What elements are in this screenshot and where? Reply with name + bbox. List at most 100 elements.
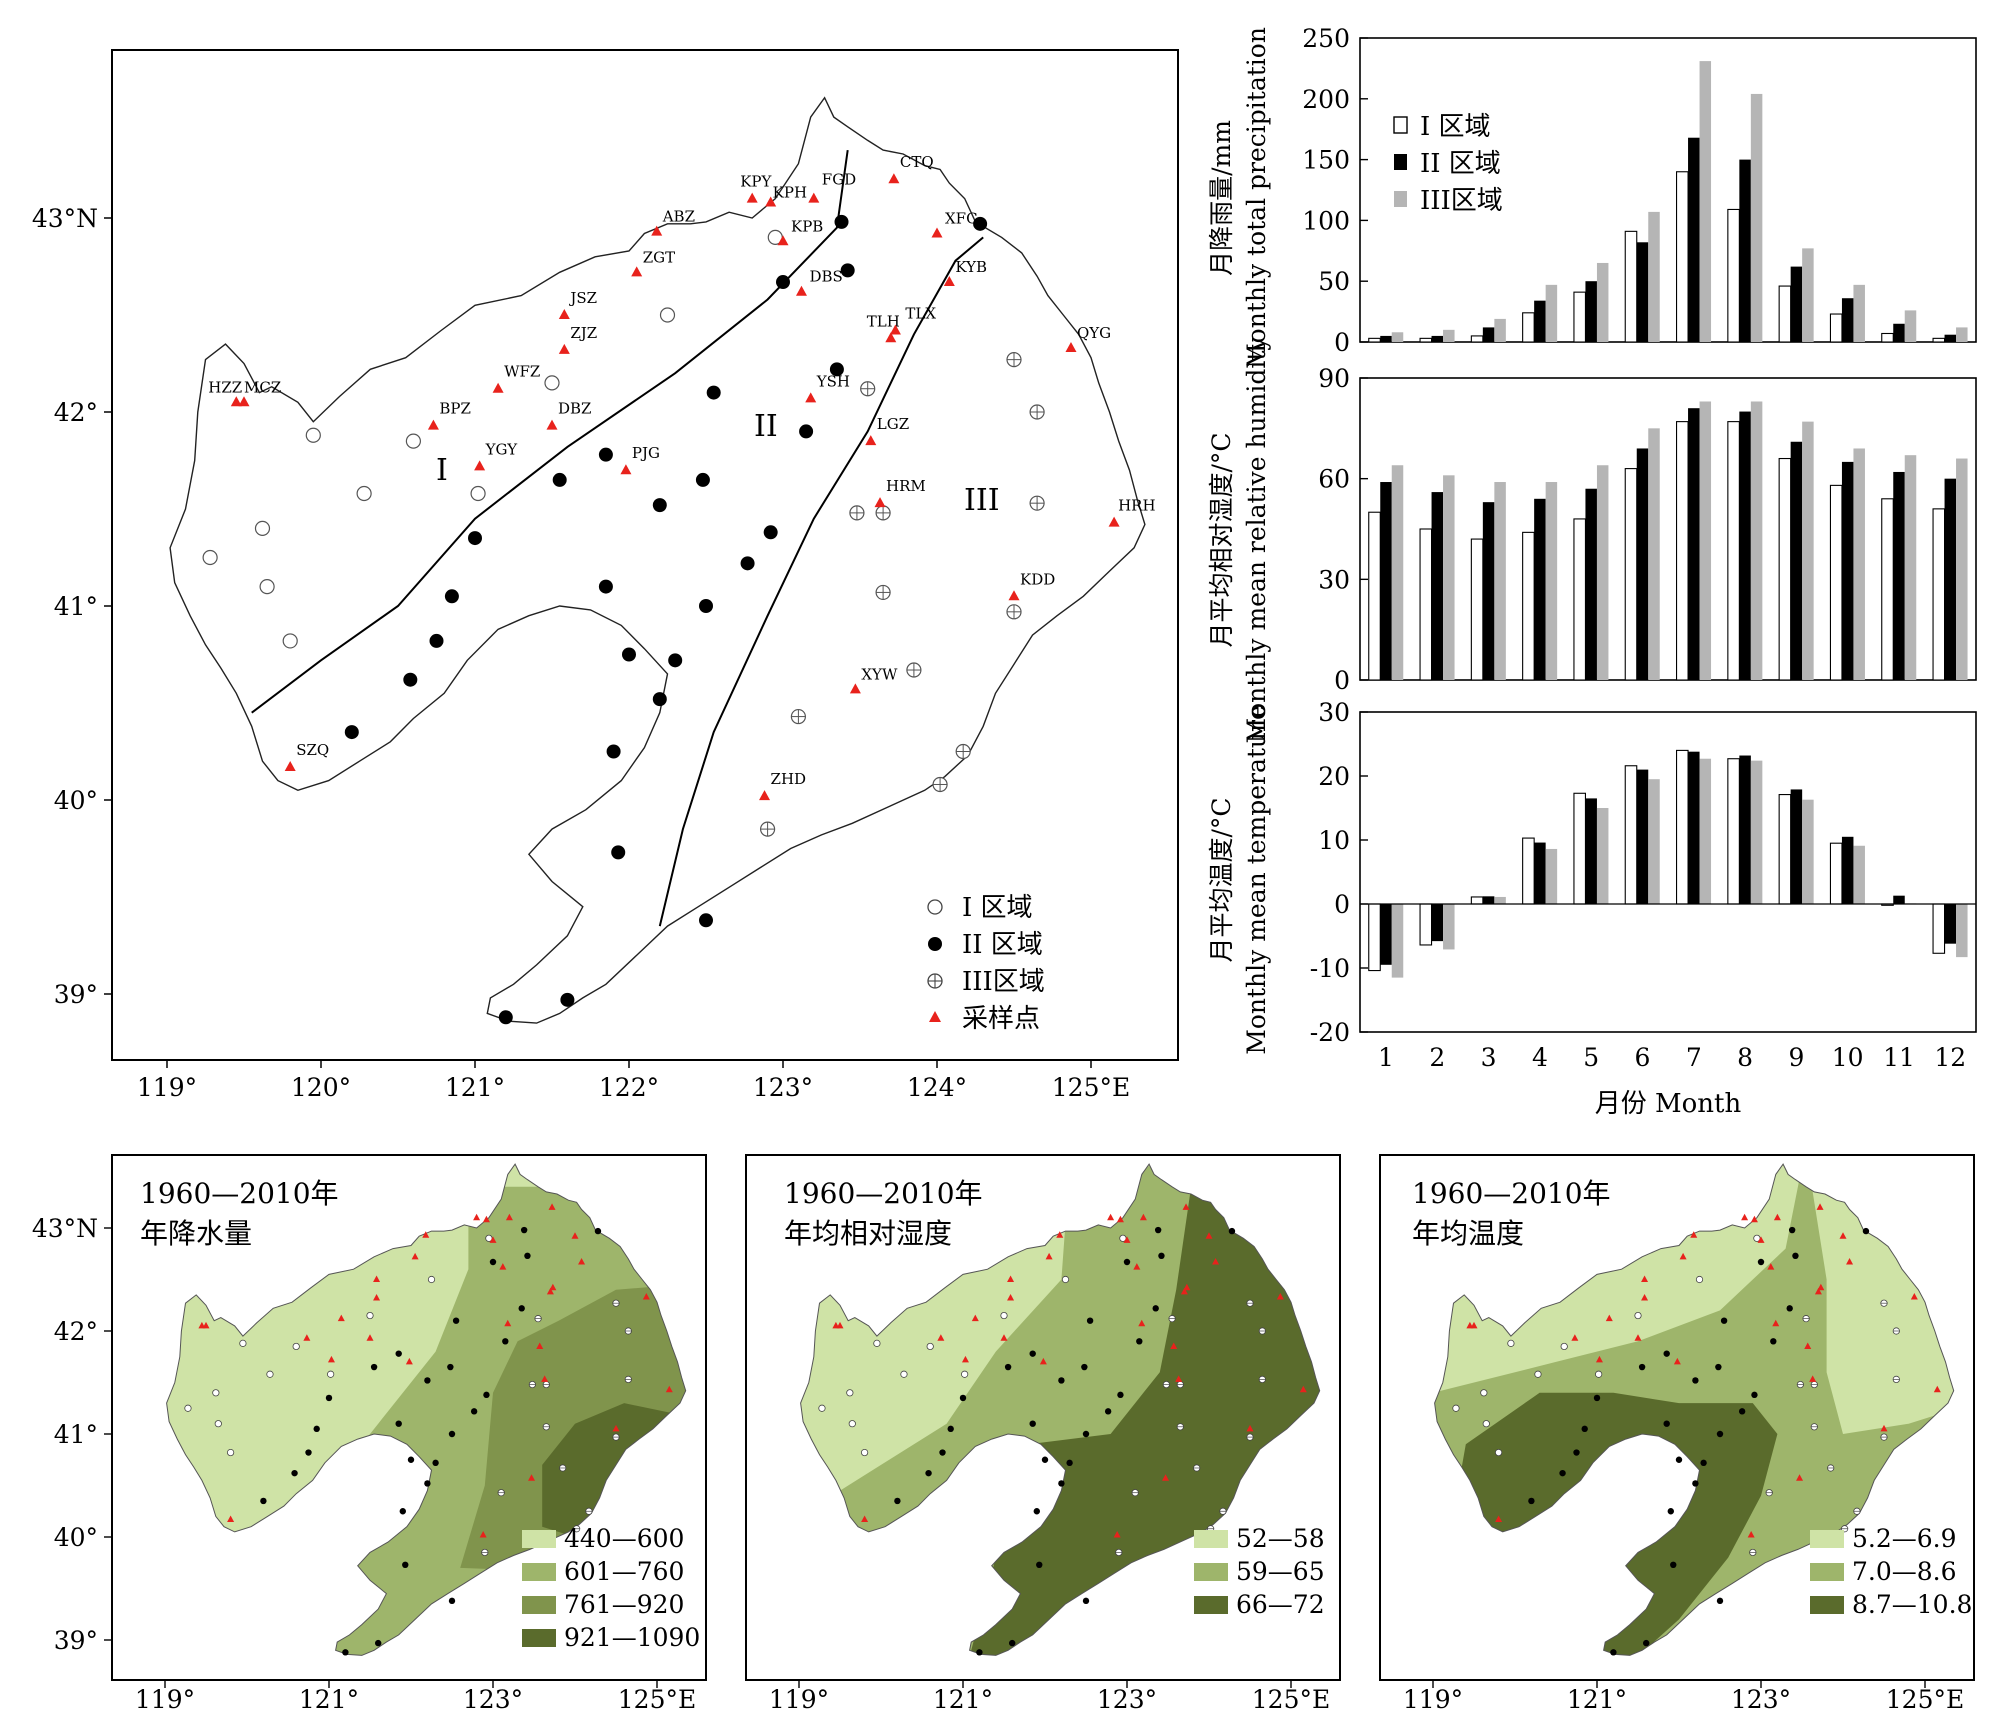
- y-tick-label: 0: [1334, 890, 1350, 919]
- sampling-site-marker: [492, 382, 504, 393]
- temp-map-frame: [1379, 1154, 1975, 1681]
- mini-sampling-site: [1839, 1232, 1847, 1239]
- mini-sampling-site: [1133, 1263, 1141, 1270]
- mini-sampling-site: [612, 1424, 620, 1432]
- mini-sampling-site: [1690, 1231, 1698, 1238]
- bar-temperature: [1841, 836, 1854, 904]
- y-tick-label: 0: [1334, 666, 1350, 695]
- x-tick-label: 119°: [769, 1685, 829, 1713]
- mini-sampling-site: [1750, 1215, 1758, 1223]
- bar-humidity: [1956, 458, 1968, 680]
- bar-precipitation: [1739, 159, 1751, 342]
- legend-swatch: [1810, 1530, 1844, 1548]
- mini-region2-station: [407, 1456, 415, 1463]
- mini-sampling-site: [327, 1355, 335, 1363]
- bar-humidity: [1443, 475, 1455, 680]
- bar-precipitation: [1545, 284, 1558, 342]
- bar-temperature: [1443, 904, 1455, 950]
- mini-sampling-site: [1595, 1355, 1603, 1363]
- mini-region2-station: [1720, 1317, 1728, 1324]
- mini-region2-station: [424, 1480, 431, 1487]
- mini-region2-station: [1788, 1226, 1796, 1234]
- mini-sampling-site: [1634, 1334, 1642, 1341]
- bar-humidity: [1688, 408, 1700, 680]
- region2-station: [699, 599, 713, 613]
- sampling-site-label: HRM: [886, 477, 926, 495]
- mini-sampling-site: [1045, 1252, 1053, 1260]
- mini-sampling-site: [422, 1231, 430, 1238]
- annual-precip-map: 1960—2010年 年降水量 440—600 601—760 761—920 921…: [32, 1154, 707, 1713]
- mini-sampling-site: [1809, 1375, 1817, 1382]
- region2-station: [611, 845, 626, 860]
- bar-temperature: [1739, 755, 1751, 904]
- mini-sampling-site: [665, 1385, 673, 1393]
- y-tick-label: 200: [1302, 85, 1350, 114]
- y-tick-label: 90: [1318, 364, 1350, 393]
- x-tick-label: 121°: [1567, 1685, 1627, 1713]
- sampling-site-marker: [865, 435, 877, 446]
- sampling-site-label: WFZ: [504, 363, 540, 381]
- sampling-site-label: ZGT: [643, 248, 675, 266]
- x-tick-label: 125°E: [618, 1685, 696, 1713]
- mini-region2-station: [325, 1394, 333, 1402]
- mini-sampling-site: [1880, 1424, 1888, 1432]
- y-tick-label: 39°: [54, 980, 98, 1009]
- mini-region1-station: [818, 1404, 826, 1412]
- mini-sampling-site: [1056, 1231, 1064, 1238]
- mini-region2-station: [395, 1420, 402, 1427]
- mini-region2-station: [1716, 1430, 1724, 1438]
- bar-legend-region1-swatch: [1393, 116, 1408, 134]
- mini-region1-station: [860, 1448, 869, 1457]
- legend-label: 8.7—10.8: [1852, 1590, 1972, 1619]
- x-tick-label: 119°: [137, 1073, 197, 1102]
- bar-temperature: [1648, 779, 1660, 904]
- region3-station: [875, 505, 891, 521]
- region2-station: [429, 633, 444, 648]
- legend-label: 52—58: [1236, 1524, 1325, 1553]
- bar-temperature: [1790, 789, 1803, 904]
- region2-station: [840, 263, 855, 278]
- mini-region1-station: [846, 1389, 854, 1397]
- sampling-site-label: BPZ: [439, 400, 471, 418]
- mini-region2-station: [1136, 1338, 1143, 1345]
- region1-station: [254, 520, 271, 537]
- mini-sampling-site: [1846, 1257, 1854, 1265]
- mini-region1-station: [227, 1448, 235, 1457]
- bar-temperature: [1932, 903, 1946, 954]
- bar-temperature: [1727, 758, 1740, 905]
- mini-sampling-site: [1175, 1375, 1183, 1382]
- region2-station: [740, 556, 755, 571]
- mini-region1-station: [1061, 1275, 1070, 1284]
- sampling-site-marker: [931, 227, 943, 238]
- x-tick-label: 7: [1686, 1043, 1702, 1072]
- legend-label: 440—600: [564, 1524, 684, 1553]
- mini-sampling-site: [505, 1213, 513, 1221]
- bar-temperature: [1534, 842, 1546, 904]
- bar-humidity: [1727, 421, 1740, 681]
- mini-region2-station: [399, 1508, 406, 1515]
- temp-map-outline: [1434, 1163, 1955, 1656]
- bar-temperature: [1636, 769, 1649, 904]
- bar-precipitation: [1893, 323, 1905, 342]
- mini-sampling-site: [836, 1321, 844, 1329]
- sampling-site-marker: [1108, 516, 1120, 527]
- region3-station: [860, 381, 876, 397]
- x-tick-label: 119°: [1403, 1685, 1463, 1713]
- liaoning-outline: [169, 96, 1146, 1024]
- mini-sampling-site: [528, 1474, 536, 1481]
- x-tick-label: 125°E: [1886, 1685, 1964, 1713]
- bar-precipitation: [1368, 337, 1381, 343]
- bar-precipitation: [1778, 285, 1792, 343]
- mini-sampling-site: [1641, 1275, 1649, 1282]
- mini-region2-station: [447, 1363, 454, 1371]
- mini-sampling-site: [1276, 1293, 1284, 1300]
- mini-region2-station: [520, 1226, 528, 1234]
- mini-region2-station: [959, 1394, 967, 1402]
- bar-humidity: [1380, 482, 1392, 680]
- y-tick-label: 40°: [54, 786, 98, 815]
- bar-precipitation: [1750, 93, 1763, 342]
- mini-region2-station: [1123, 1258, 1131, 1266]
- temp-map-title: 年均温度: [1412, 1217, 1524, 1250]
- mini-region2-station: [976, 1649, 983, 1656]
- bar-humidity: [1893, 471, 1905, 680]
